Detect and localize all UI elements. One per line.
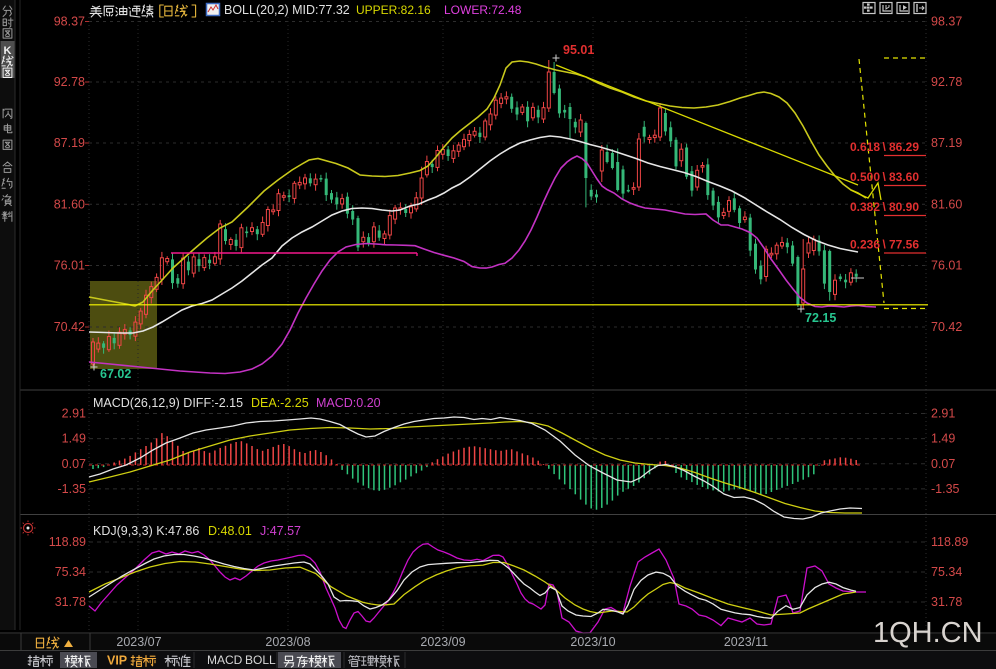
- svg-text:0.07: 0.07: [62, 457, 86, 471]
- svg-text:MACD(26,12,9) DIFF:-2.15: MACD(26,12,9) DIFF:-2.15: [93, 396, 243, 410]
- svg-text:\: \: [883, 200, 887, 214]
- svg-text:92.78: 92.78: [54, 75, 85, 89]
- svg-text:J:47.57: J:47.57: [260, 524, 301, 538]
- svg-text:76.01: 76.01: [931, 259, 962, 273]
- svg-text:1.49: 1.49: [62, 432, 86, 446]
- svg-text:2.91: 2.91: [931, 407, 955, 421]
- svg-text:95.01: 95.01: [563, 43, 594, 57]
- svg-text:UPPER:82.16: UPPER:82.16: [356, 3, 431, 17]
- svg-text:2023/08: 2023/08: [265, 635, 310, 649]
- svg-text:98.37: 98.37: [54, 15, 85, 29]
- svg-text:0.236: 0.236: [850, 238, 880, 252]
- svg-text:2023/07: 2023/07: [116, 635, 161, 649]
- svg-text:\: \: [883, 170, 887, 184]
- svg-text:0.618: 0.618: [850, 140, 880, 154]
- svg-text:2.91: 2.91: [62, 407, 86, 421]
- svg-text:KDJ(9,3,3) K:47.86: KDJ(9,3,3) K:47.86: [93, 524, 199, 538]
- svg-text:70.42: 70.42: [54, 320, 85, 334]
- svg-text:2023/09: 2023/09: [420, 635, 465, 649]
- svg-text:2023/11: 2023/11: [724, 635, 768, 649]
- svg-text:76.01: 76.01: [54, 259, 85, 273]
- svg-text:31.78: 31.78: [931, 595, 962, 609]
- svg-text:2023/10: 2023/10: [570, 635, 615, 649]
- svg-text:75.34: 75.34: [55, 565, 86, 579]
- svg-text:81.60: 81.60: [931, 197, 962, 211]
- svg-text:72.15: 72.15: [805, 311, 836, 325]
- svg-text:0.07: 0.07: [931, 457, 955, 471]
- svg-text:86.29: 86.29: [889, 140, 919, 154]
- svg-text:1.49: 1.49: [931, 432, 955, 446]
- svg-text:118.89: 118.89: [931, 535, 968, 549]
- svg-text:98.37: 98.37: [931, 15, 962, 29]
- svg-text:77.56: 77.56: [889, 238, 919, 252]
- svg-text:-1.35: -1.35: [58, 482, 87, 496]
- svg-text:80.90: 80.90: [889, 200, 919, 214]
- svg-text:LOWER:72.48: LOWER:72.48: [444, 3, 522, 17]
- svg-text:70.42: 70.42: [931, 320, 962, 334]
- svg-text:\: \: [883, 238, 887, 252]
- svg-text:MACD: MACD: [207, 653, 243, 667]
- svg-text:92.78: 92.78: [931, 75, 962, 89]
- svg-text:VIP: VIP: [107, 654, 127, 668]
- svg-text:-1.35: -1.35: [931, 482, 960, 496]
- svg-text:MACD:0.20: MACD:0.20: [316, 396, 381, 410]
- svg-text:75.34: 75.34: [931, 565, 962, 579]
- svg-text:81.60: 81.60: [54, 197, 85, 211]
- svg-text:67.02: 67.02: [100, 367, 131, 381]
- svg-text:K: K: [4, 45, 12, 57]
- svg-text:83.60: 83.60: [889, 170, 919, 184]
- svg-text:0.382: 0.382: [850, 200, 880, 214]
- svg-text:DEA:-2.25: DEA:-2.25: [251, 396, 309, 410]
- svg-text:D:48.01: D:48.01: [208, 524, 252, 538]
- svg-text:0.500: 0.500: [850, 170, 880, 184]
- svg-text:BOLL: BOLL: [245, 653, 276, 667]
- svg-text:\: \: [883, 140, 887, 154]
- svg-text:87.19: 87.19: [931, 136, 962, 150]
- svg-text:BOLL(20,2) MID:77.32: BOLL(20,2) MID:77.32: [224, 3, 350, 17]
- svg-text:87.19: 87.19: [54, 136, 85, 150]
- svg-text:1QH.CN: 1QH.CN: [873, 617, 983, 649]
- svg-text:31.78: 31.78: [55, 595, 86, 609]
- svg-text:118.89: 118.89: [49, 535, 86, 549]
